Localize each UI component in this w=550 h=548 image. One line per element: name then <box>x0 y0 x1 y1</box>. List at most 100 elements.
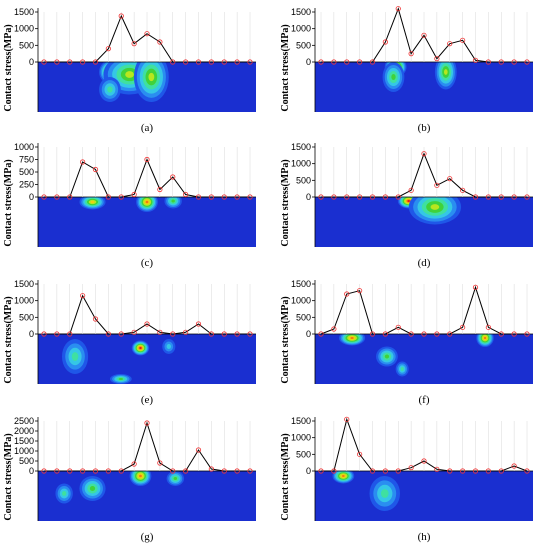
data-point <box>485 59 491 65</box>
data-point <box>318 468 324 474</box>
data-point <box>80 159 86 165</box>
data-point <box>357 288 363 294</box>
y-tick-label: 500 <box>296 312 311 322</box>
data-point <box>221 194 227 200</box>
y-tick-label: 1000 <box>14 296 34 306</box>
y-tick-label: 2000 <box>14 426 34 436</box>
contour-level <box>107 86 113 93</box>
contour-level <box>89 486 96 491</box>
y-tick-label: 1000 <box>291 433 311 443</box>
data-point <box>472 468 479 474</box>
data-point <box>157 39 163 45</box>
data-point <box>460 468 466 474</box>
contour-level <box>173 477 178 480</box>
data-point <box>472 194 479 200</box>
y-tick-label: 2500 <box>14 416 34 426</box>
panel-label: (g) <box>141 531 154 543</box>
y-tick-label: 1000 <box>291 159 311 169</box>
data-point <box>408 331 414 337</box>
data-point <box>421 331 427 337</box>
data-point <box>144 420 150 426</box>
y-tick-label: 0 <box>306 192 311 202</box>
y-tick-label: 0 <box>29 192 34 202</box>
contour-level <box>384 354 390 359</box>
data-point <box>369 194 376 200</box>
data-point <box>247 331 253 337</box>
y-tick-label: 1500 <box>291 7 311 17</box>
contour-level <box>430 204 440 210</box>
series-line <box>44 158 250 198</box>
y-tick-label: 1500 <box>291 279 311 289</box>
data-point <box>41 468 47 474</box>
data-point <box>105 46 111 52</box>
y-tick-label: 1500 <box>291 416 311 426</box>
data-point <box>144 321 150 327</box>
y-tick-label: 750 <box>19 155 34 165</box>
data-point <box>434 182 440 188</box>
data-point <box>357 194 363 200</box>
contour-level <box>443 69 448 75</box>
y-tick-label: 1000 <box>291 296 311 306</box>
data-point <box>195 59 202 65</box>
data-point <box>357 59 363 65</box>
data-point <box>511 59 517 65</box>
data-point <box>208 331 214 337</box>
y-tick-label: 0 <box>29 329 34 339</box>
data-point <box>395 468 401 474</box>
data-point <box>318 331 324 337</box>
series-line <box>321 417 528 472</box>
panel-label: (a) <box>141 122 154 134</box>
data-point <box>54 331 60 337</box>
data-point <box>318 59 324 65</box>
data-point <box>54 468 60 474</box>
y-tick-label: 1500 <box>14 7 34 17</box>
data-point <box>524 194 530 200</box>
data-point <box>382 331 388 337</box>
contour-level <box>118 378 124 380</box>
data-point <box>208 194 214 200</box>
contour-level <box>61 491 67 496</box>
y-tick-label: 1000 <box>291 24 311 34</box>
data-point <box>92 59 99 65</box>
contour-level <box>125 71 134 78</box>
data-point <box>421 458 427 464</box>
data-point <box>247 59 253 65</box>
data-point <box>318 194 324 200</box>
y-tick-label: 500 <box>296 175 311 185</box>
stress-hotspots <box>99 62 169 102</box>
contour-level <box>145 200 149 204</box>
data-point <box>395 6 401 12</box>
y-tick-label: 0 <box>306 329 311 339</box>
data-point <box>92 316 99 322</box>
y-tick-label: 500 <box>19 167 34 177</box>
data-point <box>221 331 227 337</box>
data-point <box>92 468 99 474</box>
data-point <box>331 468 337 474</box>
data-point <box>41 59 47 65</box>
y-axis-label: Contact stress(MPa) <box>280 296 291 383</box>
data-point <box>408 51 414 57</box>
data-point <box>524 468 530 474</box>
contour-level <box>71 352 79 361</box>
y-tick-label: 250 <box>19 180 34 190</box>
data-point <box>170 468 176 474</box>
data-point <box>331 59 337 65</box>
data-point <box>460 324 466 330</box>
data-point <box>234 194 240 200</box>
data-point <box>183 191 189 198</box>
data-point <box>498 194 504 200</box>
stress-hotspots <box>55 471 185 504</box>
data-point <box>498 331 504 337</box>
data-point <box>41 194 47 200</box>
y-tick-label: 0 <box>29 466 34 476</box>
data-point <box>54 194 60 200</box>
series-line <box>321 152 527 198</box>
contour-level <box>407 200 410 202</box>
contour-level <box>350 337 354 339</box>
data-point <box>344 59 350 65</box>
data-point <box>105 194 111 200</box>
data-point <box>80 468 86 474</box>
